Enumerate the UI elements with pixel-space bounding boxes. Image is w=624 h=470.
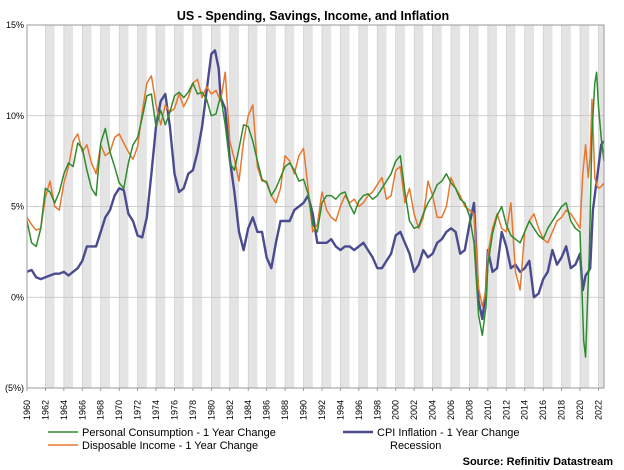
x-tick-label: 1976: [169, 400, 179, 420]
x-tick-label: 2006: [446, 400, 456, 420]
legend: Personal Consumption - 1 Year ChangeDisp…: [48, 427, 519, 452]
x-tick-label: 2004: [428, 400, 438, 420]
series-line-1: [26, 71, 605, 308]
x-axis: 1960 1962 1964 1966 1968 1970 1972 1974 1976 1978…: [22, 388, 603, 420]
x-tick-label: 1978: [188, 400, 198, 420]
legend-label: Disposable Income - 1 Year Change: [82, 440, 258, 452]
x-tick-label: 1964: [59, 400, 69, 420]
x-tick-label: 2002: [409, 400, 419, 420]
y-tick-label: 10%: [6, 111, 24, 121]
x-tick-label: 2022: [593, 400, 603, 420]
x-tick-label: 1980: [206, 400, 216, 420]
x-tick-label: 2008: [464, 400, 474, 420]
x-tick-label: 2012: [501, 400, 511, 420]
source-note: Source: Refinitiv Datastream: [463, 456, 614, 468]
series-line-0: [26, 71, 605, 358]
x-tick-label: 1992: [317, 400, 327, 420]
x-tick-label: 1998: [372, 400, 382, 420]
x-tick-label: 1988: [280, 400, 290, 420]
x-tick-label: 2014: [520, 400, 530, 420]
y-tick-label: 0%: [11, 292, 24, 302]
x-tick-label: 1960: [22, 400, 32, 420]
x-tick-label: 1974: [151, 400, 161, 420]
x-tick-label: 1996: [354, 400, 364, 420]
series-lines: [26, 49, 605, 358]
chart-title: US - Spending, Savings, Income, and Infl…: [177, 9, 449, 23]
y-axis: 15% 10% 5% 0% (5%): [5, 20, 24, 393]
x-tick-label: 2000: [391, 400, 401, 420]
x-tick-label: 1994: [335, 400, 345, 420]
gridlines: [26, 24, 604, 389]
x-tick-label: 2016: [538, 400, 548, 420]
x-tick-label: 2018: [557, 400, 567, 420]
x-tick-label: 2020: [575, 400, 585, 420]
legend-label: Personal Consumption - 1 Year Change: [82, 427, 276, 439]
y-tick-label: 5%: [11, 202, 24, 212]
x-tick-label: 1990: [299, 400, 309, 420]
legend-label: CPI Inflation - 1 Year Change: [377, 427, 519, 439]
x-tick-label: 1970: [114, 400, 124, 420]
x-tick-label: 1986: [262, 400, 272, 420]
x-tick-label: 2010: [483, 400, 493, 420]
x-tick-label: 1984: [243, 400, 253, 420]
x-tick-label: 1972: [133, 400, 143, 420]
x-tick-label: 1962: [40, 400, 50, 420]
x-tick-label: 1968: [96, 400, 106, 420]
plot-frame: [26, 24, 605, 389]
y-tick-label: (5%): [5, 383, 24, 393]
x-tick-label: 1966: [77, 400, 87, 420]
legend-label-recession: Recession: [390, 440, 441, 452]
x-tick-label: 1982: [225, 400, 235, 420]
y-tick-label: 15%: [6, 20, 24, 30]
